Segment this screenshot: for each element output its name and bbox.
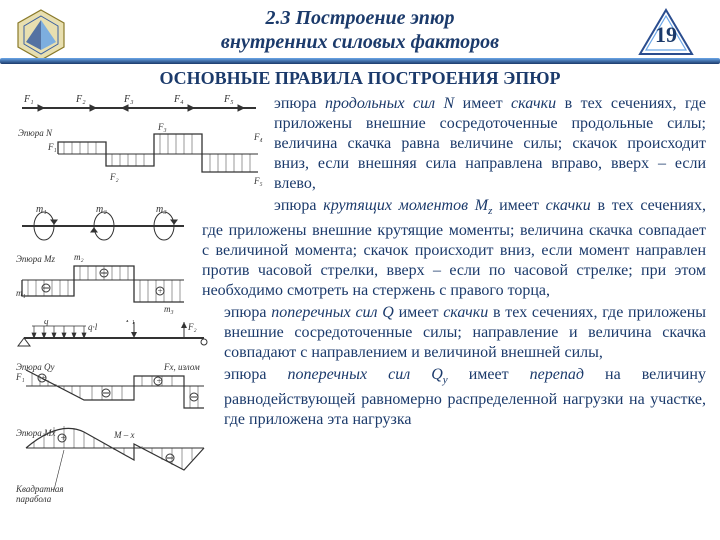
emph: скачки xyxy=(443,304,488,321)
svg-text:m₂: m₂ xyxy=(96,206,107,215)
emph: крутящих моментов M xyxy=(323,197,488,214)
text: эпюра xyxy=(224,304,271,321)
svg-text:+: + xyxy=(157,286,163,296)
emph: поперечных сил Q xyxy=(288,366,443,383)
svg-text:Эпюра N: Эпюра N xyxy=(18,128,53,138)
svg-text:q: q xyxy=(44,320,49,326)
svg-text:Квадратная: Квадратная xyxy=(15,484,64,494)
subheader: ОСНОВНЫЕ ПРАВИЛА ПОСТРОЕНИЯ ЭПЮР xyxy=(0,68,720,89)
svg-text:+: + xyxy=(60,433,66,443)
svg-text:m₁: m₁ xyxy=(36,206,47,215)
svg-text:m₂: m₂ xyxy=(74,252,84,262)
svg-text:m₃: m₃ xyxy=(164,304,174,314)
header-rule xyxy=(0,58,720,64)
section-header: 2.3 Построение эпюр внутренних силовых ф… xyxy=(0,6,720,54)
text: имеет xyxy=(492,197,545,214)
page-number: 19 xyxy=(638,22,694,48)
text: эпюра xyxy=(224,366,288,383)
svg-text:F₅: F₅ xyxy=(253,176,263,186)
svg-text:парабола: парабола xyxy=(16,494,52,504)
header-line-1: 2.3 Построение эпюр xyxy=(0,6,720,30)
content-body: F₁F₂F₃ F₄F₅ Эпюра N F₁ F₂ F₃ F₄ F₅ эпюр xyxy=(14,94,706,534)
text: имеет xyxy=(394,304,443,321)
text: эпюра xyxy=(274,197,323,214)
svg-text:F₂: F₂ xyxy=(109,172,119,182)
svg-text:F₃: F₃ xyxy=(123,94,134,105)
svg-text:Fx, излом: Fx, излом xyxy=(163,362,200,372)
svg-text:Эпюра Mz: Эпюра Mz xyxy=(16,254,55,264)
svg-text:F₁: F₁ xyxy=(23,94,34,105)
emph: скачки xyxy=(511,95,556,112)
emph: перепад xyxy=(530,366,584,383)
svg-text:F₂: F₂ xyxy=(75,94,86,105)
emph: поперечных сил Q xyxy=(271,304,394,321)
text: имеет xyxy=(454,95,511,112)
svg-text:+: + xyxy=(40,373,46,383)
text: эпюра xyxy=(274,95,325,112)
text: имеет xyxy=(448,366,530,383)
page-number-badge: 19 xyxy=(638,8,694,58)
svg-text:F₁: F₁ xyxy=(15,372,25,382)
svg-text:F₁: F₁ xyxy=(125,320,135,324)
svg-text:M – x: M – x xyxy=(113,430,135,440)
emph: продольных сил N xyxy=(325,95,454,112)
svg-text:F₃: F₃ xyxy=(157,122,167,132)
diagram-torque-mz: m₁ m₂ m₃ Эпюра Mz m₁ m₂ + m₃ xyxy=(14,206,192,316)
diagram-shear-qy: qq·l F₁ F₂ Эпюра Qy + + F₁ Fx, излом Эпю… xyxy=(14,320,214,510)
svg-text:Эпюра Qy: Эпюра Qy xyxy=(16,362,54,372)
header-line-2: внутренних силовых факторов xyxy=(0,30,720,54)
svg-text:F₄: F₄ xyxy=(253,132,263,142)
svg-text:m₁: m₁ xyxy=(16,288,26,298)
emph: скачки xyxy=(546,197,591,214)
svg-text:F₂: F₂ xyxy=(187,322,197,332)
svg-text:F₅: F₅ xyxy=(223,94,234,105)
svg-text:F₄: F₄ xyxy=(173,94,184,105)
svg-text:m₃: m₃ xyxy=(156,206,167,215)
svg-text:+: + xyxy=(156,376,162,386)
svg-text:q·l: q·l xyxy=(88,322,98,332)
svg-text:F₁: F₁ xyxy=(47,142,57,152)
diagram-longitudinal-n: F₁ F₂ F₃ F₄ F₅ Эпюра N F₁ F₂ F₃ F₄ F₅ xyxy=(14,94,264,202)
